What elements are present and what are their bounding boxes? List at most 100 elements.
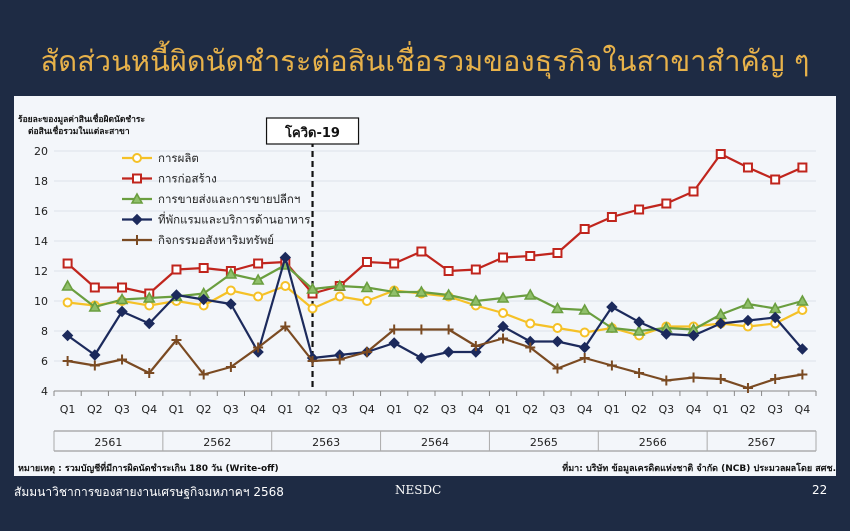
- x-tick-label: Q3: [114, 403, 130, 416]
- data-point: [225, 362, 236, 372]
- data-point: [115, 292, 129, 305]
- legend-item: ที่พักแรมและบริการด้านอาหาร: [122, 212, 310, 227]
- data-point: [688, 186, 699, 197]
- legend: การผลิตการก่อสร้างการขายส่งและการขายปลีก…: [122, 151, 310, 247]
- legend-label: การก่อสร้าง: [158, 172, 217, 186]
- data-point: [198, 263, 209, 273]
- source-note: ที่มา: บริษัท ข้อมูลเครดิตแห่งชาติ จำกัด…: [562, 461, 836, 474]
- data-point: [307, 303, 318, 314]
- legend-swatch-marker: [132, 173, 142, 184]
- x-tick-label: Q3: [550, 403, 566, 416]
- data-point: [334, 354, 345, 365]
- data-point: [606, 301, 618, 313]
- data-point: [225, 298, 237, 310]
- data-point: [742, 314, 754, 327]
- data-point: [62, 258, 73, 269]
- data-point: [389, 324, 400, 335]
- x-tick-label: Q3: [767, 403, 783, 416]
- data-point: [253, 258, 264, 269]
- data-point: [796, 343, 809, 355]
- x-tick-label: Q2: [522, 403, 538, 416]
- data-point: [742, 383, 753, 393]
- x-tick-label: Q3: [223, 403, 239, 416]
- y-tick-label: 18: [34, 175, 48, 188]
- y-tick-label: 16: [34, 205, 48, 218]
- covid-annotation: โควิด-19: [265, 117, 360, 391]
- legend-label: กิจกรรมอสังหาริมทรัพย์: [158, 233, 274, 247]
- legend-item: การขายส่งและการขายปลีกฯ: [122, 192, 300, 206]
- data-point: [606, 212, 617, 222]
- data-point: [388, 337, 400, 349]
- data-point: [416, 246, 427, 257]
- data-point: [171, 335, 182, 345]
- x-tick-label: Q1: [169, 403, 185, 416]
- data-point: [280, 281, 291, 291]
- series-4: [62, 321, 808, 393]
- year-label: 2562: [203, 436, 231, 449]
- data-point: [632, 324, 646, 336]
- data-point: [415, 285, 428, 297]
- x-tick-label: Q1: [713, 403, 729, 416]
- legend-label: การขายส่งและการขายปลีกฯ: [158, 192, 300, 206]
- data-point: [498, 252, 509, 263]
- data-point: [307, 356, 318, 366]
- x-tick-label: Q4: [250, 403, 266, 416]
- data-point: [61, 329, 74, 342]
- data-point: [306, 282, 319, 294]
- x-tick-label: Q2: [414, 403, 430, 416]
- x-tick-label: Q1: [386, 403, 402, 416]
- series-line: [66, 152, 803, 295]
- page-number: 22: [812, 483, 828, 497]
- data-point: [498, 333, 509, 344]
- data-point: [523, 288, 537, 300]
- data-point: [496, 291, 510, 303]
- data-point: [606, 360, 617, 371]
- data-point: [89, 349, 101, 361]
- data-point: [361, 296, 372, 306]
- x-tick-label: Q2: [631, 403, 647, 416]
- data-point: [497, 320, 509, 333]
- data-point: [442, 346, 455, 358]
- series-line: [66, 263, 803, 333]
- data-point: [443, 266, 454, 276]
- data-point: [796, 294, 809, 306]
- data-point: [88, 300, 102, 312]
- data-point: [660, 328, 673, 340]
- data-point: [415, 352, 428, 364]
- data-point: [715, 317, 727, 330]
- x-tick-label: Q2: [196, 403, 212, 416]
- data-point: [688, 372, 699, 383]
- data-point: [389, 258, 400, 269]
- data-point: [89, 360, 100, 371]
- y-tick-label: 6: [41, 355, 48, 368]
- data-point: [117, 282, 128, 293]
- data-point: [742, 162, 753, 173]
- data-point: [552, 363, 563, 374]
- axis-layer: 4 6 8 10 12 14 16 18 20 Q1 Q2 Q3 Q4 Q1 Q2 Q3 Q4 Q1 Q2 Q3 Q4 Q…: [34, 145, 817, 452]
- series-3: [61, 251, 809, 364]
- data-point: [334, 291, 345, 302]
- series-line: [67, 325, 803, 390]
- data-point: [741, 297, 755, 309]
- y-tick-label: 14: [34, 235, 48, 248]
- data-point: [116, 305, 128, 318]
- year-label: 2567: [748, 436, 776, 449]
- data-point: [442, 288, 455, 300]
- x-tick-label: Q3: [332, 403, 348, 416]
- data-point: [470, 341, 481, 351]
- data-point: [552, 248, 563, 258]
- data-point: [525, 318, 536, 329]
- legend-swatch-marker: [130, 192, 144, 204]
- data-point: [253, 291, 264, 302]
- data-point: [416, 324, 427, 335]
- y-tick-label: 10: [34, 295, 48, 308]
- data-point: [143, 317, 155, 330]
- series-line: [67, 284, 803, 337]
- year-label: 2566: [639, 436, 667, 449]
- data-point: [797, 369, 808, 380]
- data-point: [253, 342, 264, 353]
- data-point: [361, 257, 372, 267]
- data-point: [62, 356, 73, 366]
- legend-item: การผลิต: [122, 151, 199, 165]
- x-tick-label: Q2: [740, 403, 756, 416]
